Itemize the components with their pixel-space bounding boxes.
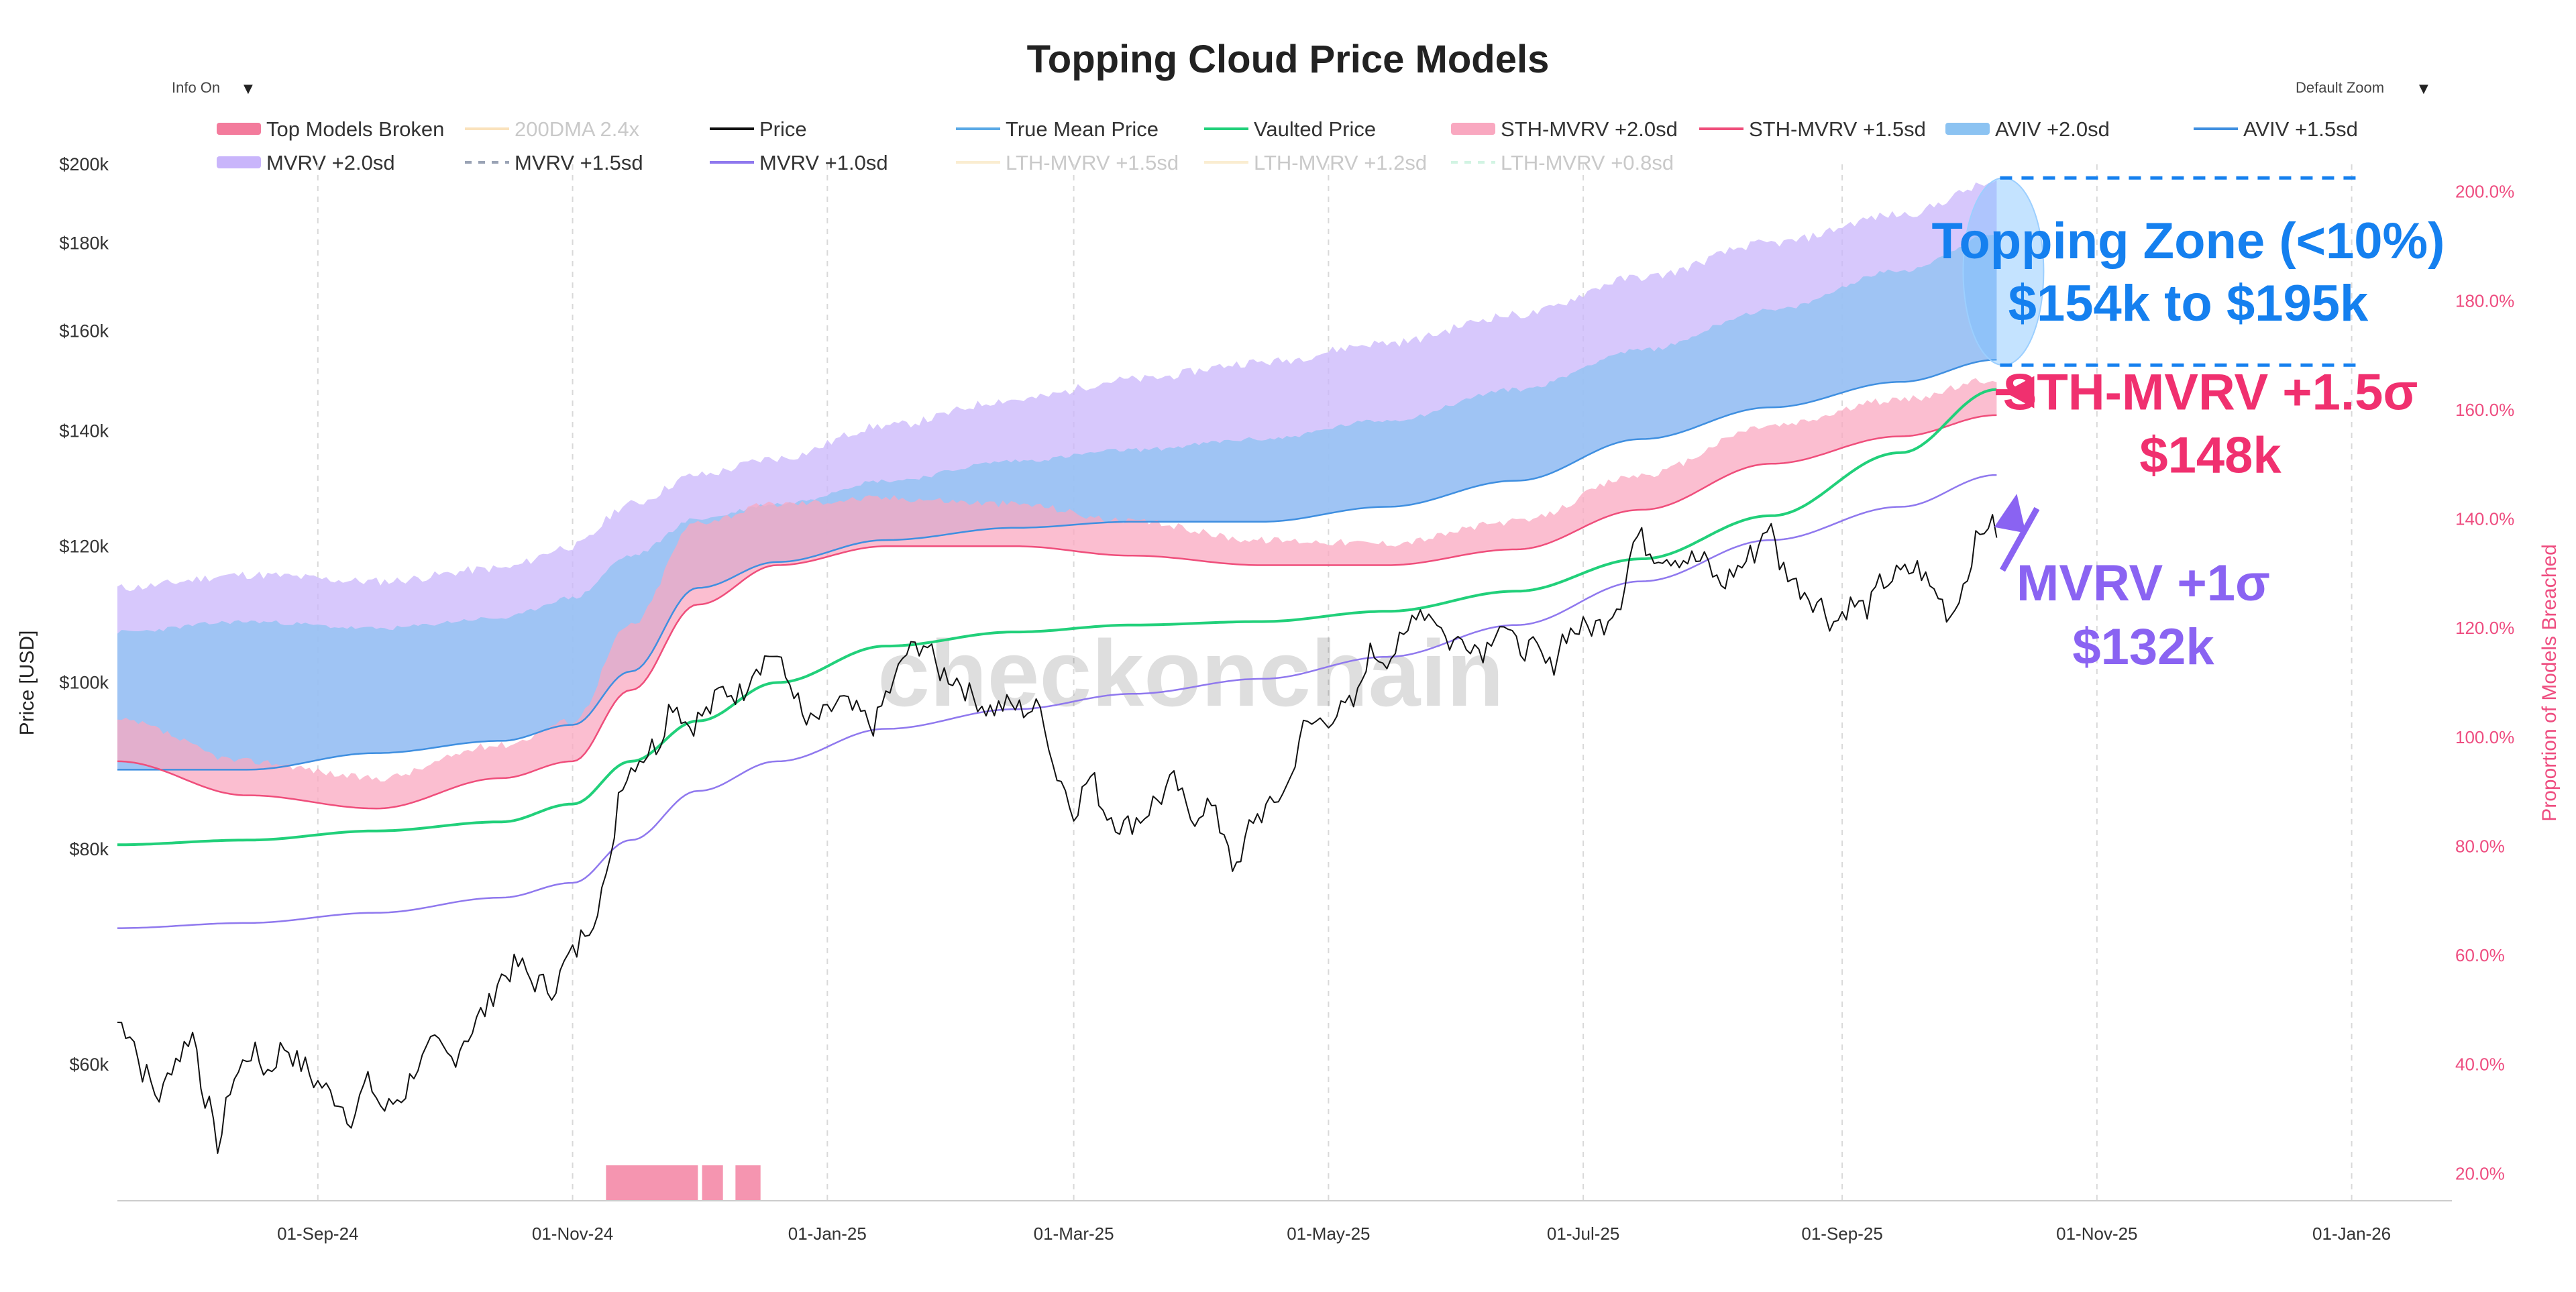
y2-tick-label: 80.0% [2455,836,2505,856]
mvrv-arrow-shaft [2000,506,2040,572]
info-toggle-caret: ▼ [244,82,253,96]
info-toggle[interactable]: Info On ▼ [172,79,253,96]
y2-tick-label: 40.0% [2455,1055,2505,1075]
legend-label: LTH-MVRV +1.5sd [1006,151,1179,174]
y2-tick-label: 160.0% [2455,400,2514,420]
x-tick-label: 01-Sep-25 [1801,1224,1882,1244]
x-tick-label: 01-Jan-25 [788,1224,867,1244]
legend-item-dma[interactable]: 200DMA 2.4x [465,117,640,141]
y-tick-label: $60k [69,1055,109,1075]
breach-bar [735,1165,761,1201]
y2-tick-label: 200.0% [2455,182,2514,202]
watermark: checkonchain [877,621,1504,726]
y-tick-label: $120k [59,536,109,556]
axes: 01-Sep-24 01-Nov-24 01-Jan-25 01-Mar-25 01-M… [16,154,2561,1244]
legend-label: MVRV +1.0sd [759,151,888,174]
grid [317,164,2353,1201]
y2-tick-label: 20.0% [2455,1163,2505,1183]
legend-label: True Mean Price [1006,117,1159,141]
mvrv-label: MVRV +1σ [2017,555,2270,612]
series-layer [117,180,1998,1154]
y-tick-label: $200k [59,154,109,174]
legend-label: LTH-MVRV +0.8sd [1501,151,1674,174]
x-tick-label: 01-Mar-25 [1034,1224,1114,1244]
legend-label: MVRV +1.5sd [515,151,643,174]
legend-label: STH-MVRV +2.0sd [1501,117,1678,141]
legend-label: Price [759,117,807,141]
y-tick-label: $100k [59,673,109,693]
zoom-select-label: Default Zoom [2296,79,2384,96]
y-axis-title: Price [USD] [16,631,38,736]
sth-value: $148k [2139,427,2282,484]
x-tick-label: 01-Jul-25 [1547,1224,1619,1244]
y2-tick-label: 100.0% [2455,727,2514,747]
y-tick-label: $140k [59,421,109,441]
legend-label: AVIV +2.0sd [1995,117,2110,141]
y2-tick-label: 180.0% [2455,290,2514,311]
legend-swatch [1451,123,1495,135]
legend-item-mvrv20[interactable]: MVRV +2.0sd [217,151,395,174]
legend-swatch [217,123,261,135]
y2-axis-title: Proportion of Models Breached [2538,544,2561,822]
x-tick-label: 01-May-25 [1287,1224,1370,1244]
legend-item-price[interactable]: Price [710,117,807,141]
mvrv-arrow-head [1994,494,2026,533]
legend-item-true_mean[interactable]: True Mean Price [956,117,1159,141]
sth-1.5sd-line [117,414,1997,810]
mvrv-1sd-line [117,474,1997,929]
legend-label: STH-MVRV +1.5sd [1749,117,1926,141]
legend-item-mvrv10[interactable]: MVRV +1.0sd [710,151,888,174]
legend-label: Vaulted Price [1254,117,1376,141]
legend-label: MVRV +2.0sd [266,151,395,174]
legend-item-vaulted[interactable]: Vaulted Price [1204,117,1376,141]
zoom-select[interactable]: Default Zoom ▼ [2296,79,2428,96]
legend-item-lth12[interactable]: LTH-MVRV +1.2sd [1204,151,1427,174]
legend-label: Top Models Broken [266,117,444,141]
legend-label: LTH-MVRV +1.2sd [1254,151,1427,174]
y2-tick-label: 140.0% [2455,509,2514,529]
chart-title: Topping Cloud Price Models [1027,38,1550,81]
aviv-1.5sd-line [117,359,1997,771]
legend-item-mvrv15[interactable]: MVRV +1.5sd [465,151,643,174]
y-tick-label: $160k [59,321,109,341]
breach-bar [702,1165,723,1201]
annotations: Topping Zone (<10%)$154k to $195k STH-MVR… [1932,176,2445,676]
x-tick-label: 01-Jan-26 [2312,1224,2391,1244]
aviv-2sd-band [117,234,1997,770]
x-tick-label: 01-Sep-24 [277,1224,358,1244]
legend-item-top_models[interactable]: Top Models Broken [217,117,444,141]
legend-label: AVIV +1.5sd [2243,117,2358,141]
zoom-select-caret: ▼ [2419,82,2428,96]
sth-arrow-head [2004,376,2035,409]
breach-bars [606,1165,761,1201]
y2-tick-label: 120.0% [2455,618,2514,638]
legend: Top Models Broken 200DMA 2.4x Price True Me… [217,117,2358,174]
mvrv-value: $132k [2072,618,2214,676]
price-line [117,514,1998,1154]
x-tick-label: 01-Nov-24 [532,1224,613,1244]
legend-item-sth20[interactable]: STH-MVRV +2.0sd [1451,117,1678,141]
topping-zone-label: Topping Zone (<10%) [1932,213,2445,270]
legend-item-aviv15[interactable]: AVIV +1.5sd [2194,117,2358,141]
legend-swatch [217,156,261,168]
y2-tick-label: 60.0% [2455,945,2505,965]
breach-bar [606,1165,698,1201]
legend-label: 200DMA 2.4x [515,117,640,141]
legend-item-lth08[interactable]: LTH-MVRV +0.8sd [1451,151,1674,174]
info-toggle-label: Info On [172,79,220,96]
legend-item-sth15[interactable]: STH-MVRV +1.5sd [1699,117,1926,141]
vaulted-price-line [117,388,1997,847]
legend-item-aviv20[interactable]: AVIV +2.0sd [1945,117,2110,141]
x-tick-label: 01-Nov-25 [2056,1224,2137,1244]
topping-zone-range: $154k to $195k [2008,275,2369,332]
sth-label: STH-MVRV +1.5σ [2003,364,2418,421]
legend-swatch [1945,123,1990,135]
legend-item-lth15[interactable]: LTH-MVRV +1.5sd [956,151,1179,174]
topping-zone-ellipse [1962,177,2045,366]
y-tick-label: $180k [59,233,109,253]
y-tick-label: $80k [69,839,109,859]
